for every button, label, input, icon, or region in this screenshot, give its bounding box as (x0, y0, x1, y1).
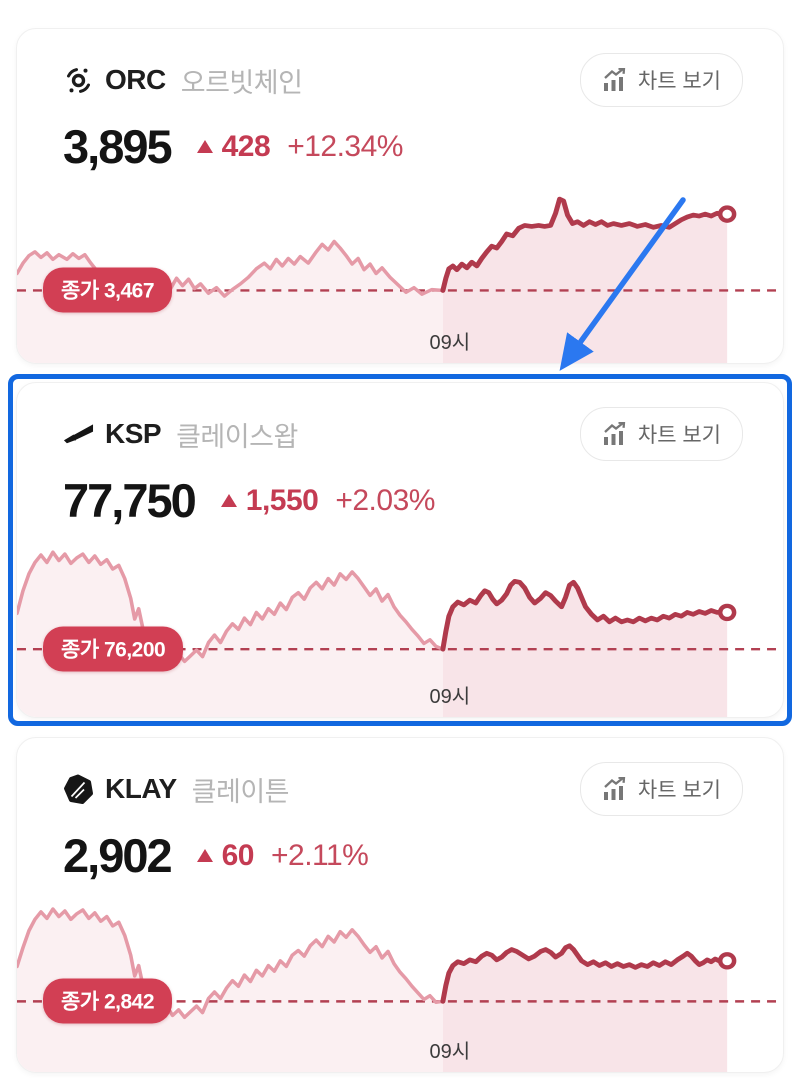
coin-card-ksp[interactable]: KSP 클레이스왑 차트 보기 77,750 (16, 382, 784, 718)
up-triangle-icon (196, 140, 213, 153)
close-price-badge: 종가 76,200 (43, 626, 184, 672)
view-chart-button[interactable]: 차트 보기 (579, 407, 743, 461)
chart-canvas (17, 907, 783, 1072)
time-axis-label: 09시 (429, 1041, 471, 1063)
chart-icon (603, 776, 626, 800)
coin-title: KLAY 클레이튼 (63, 770, 580, 809)
view-chart-button[interactable]: 차트 보기 (579, 53, 743, 107)
klay-klaytn-logo-icon (64, 774, 93, 804)
price-change: 428 +12.34% (196, 129, 403, 164)
chart-canvas (17, 550, 783, 717)
up-triangle-icon (220, 494, 237, 507)
time-axis-label: 09시 (429, 686, 471, 708)
price-row: 77,750 1,550 +2.03% (17, 461, 783, 528)
close-price-badge: 종가 2,842 (43, 978, 173, 1024)
price-row: 2,902 60 +2.11% (17, 816, 783, 883)
coin-symbol: ORC (105, 64, 166, 95)
change-percent: +2.03% (335, 483, 435, 517)
change-value: 428 (221, 129, 271, 163)
change-percent: +2.11% (271, 838, 369, 872)
view-chart-label: 차트 보기 (637, 424, 721, 447)
coin-symbol: KLAY (105, 773, 177, 804)
price-change: 60 +2.11% (196, 838, 369, 873)
change-value: 60 (221, 838, 255, 872)
current-price: 3,895 (63, 120, 173, 173)
intraday-chart: 종가 2,842 09시 (17, 893, 783, 1072)
coin-name: 클레이튼 (191, 776, 290, 807)
card-header: ORC 오르빗체인 차트 보기 (17, 29, 783, 107)
coin-name: 오르빗체인 (180, 67, 303, 98)
intraday-chart: 종가 3,467 09시 (17, 184, 783, 363)
view-chart-label: 차트 보기 (637, 70, 721, 93)
ksp-klayswap-logo-icon (63, 423, 94, 443)
change-percent: +12.34% (287, 129, 403, 163)
current-price: 77,750 (63, 474, 197, 527)
coin-symbol: KSP (105, 418, 162, 449)
chart-icon (603, 421, 626, 445)
change-value: 1,550 (245, 483, 319, 517)
price-row: 3,895 428 +12.34% (17, 107, 783, 174)
intraday-chart: 종가 76,200 09시 (17, 538, 783, 717)
view-chart-label: 차트 보기 (637, 779, 721, 802)
view-chart-button[interactable]: 차트 보기 (579, 762, 743, 816)
card-header: KSP 클레이스왑 차트 보기 (17, 383, 783, 461)
time-axis-label: 09시 (429, 332, 471, 354)
chart-icon (603, 67, 626, 91)
coin-title: ORC 오르빗체인 (63, 61, 580, 100)
price-change: 1,550 +2.03% (220, 483, 435, 518)
card-header: KLAY 클레이튼 차트 보기 (17, 738, 783, 816)
coin-card-orc[interactable]: ORC 오르빗체인 차트 보기 3,895 428 +12.34% (16, 28, 784, 364)
coin-card-klay[interactable]: KLAY 클레이튼 차트 보기 2,902 60 +2.11% (16, 737, 784, 1073)
close-price-badge: 종가 3,467 (43, 267, 173, 313)
up-triangle-icon (196, 849, 213, 862)
orc-orbit-logo-icon (67, 67, 90, 93)
current-price: 2,902 (63, 829, 173, 882)
coin-title: KSP 클레이스왑 (63, 415, 580, 454)
coin-name: 클레이스왑 (176, 421, 298, 452)
selected-card-highlight: KSP 클레이스왑 차트 보기 77,750 (8, 374, 792, 726)
